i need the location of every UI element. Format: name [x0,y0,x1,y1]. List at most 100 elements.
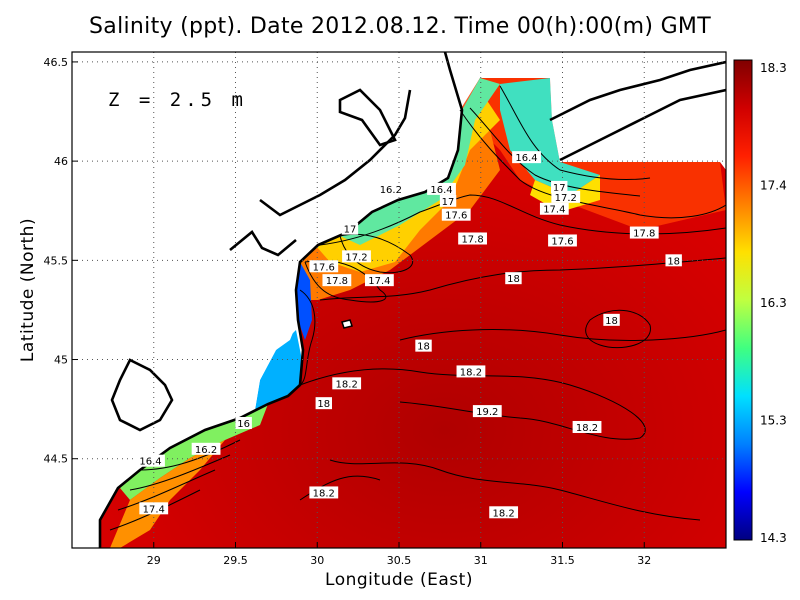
plume-north-fresh [500,78,600,195]
contour-label: 17.6 [445,211,467,222]
contour-label-bg [341,222,359,235]
x-tick-label: 29.5 [223,554,248,567]
contour-label: 17 [442,197,455,208]
x-tick-label: 30.5 [387,554,412,567]
contour-label: 18 [667,256,680,267]
contour-label: 18.2 [460,367,482,378]
contour-label-bg [235,417,252,430]
contour-label-bg [505,272,522,285]
contour-label: 18 [605,316,618,327]
colorbar: 18.3 17.4 16.3 15.3 14.3 [733,59,787,545]
contour-label: 17.4 [543,205,565,216]
contour-label-bg [551,190,581,203]
contour-label-bg [376,182,406,195]
contour-label: 17.8 [633,229,655,240]
contour-label-bg [364,274,394,287]
contour-label-bg [472,405,502,418]
depth-label: Z = 2.5 m [108,89,247,111]
colorbar-tick-label: 17.4 [760,179,787,193]
colorbar-tick-label: 18.3 [760,61,787,75]
contour-label-bg [512,151,541,164]
contour-label: 17.8 [326,276,348,287]
grid-lines [72,52,726,548]
contour-label: 16.4 [430,185,452,196]
map-title: Salinity (ppt). Date 2012.08.12. Time 00… [89,14,711,39]
contour-label: 17.2 [555,193,577,204]
coast-fresh-wedge [296,262,312,340]
contour-label-bg [548,234,577,247]
contour-label: 17 [344,225,357,236]
y-tick-label: 44.5 [44,453,69,466]
coast-south-plume-orange [110,440,225,548]
y-axis-label: Latitude (North) [18,217,38,363]
contour-label: 18.2 [576,423,598,434]
colorbar-tick-label: 16.3 [760,296,787,310]
coast-fresh-south [255,330,302,410]
contour-label: 16.4 [515,153,537,164]
contour-label-bg [629,226,659,239]
contour-label: 18.2 [313,488,335,499]
contour-label: 17.2 [345,252,367,263]
contour-label: 17.4 [143,504,165,515]
contour-label: 18.2 [493,508,515,519]
contour-label-bg [539,202,569,215]
contour-label: 17.8 [461,234,483,245]
contour-label-bg [427,182,456,195]
contour-label: 17.6 [551,236,573,247]
contour-label: 16.2 [380,185,402,196]
contour-label-bg [136,454,165,467]
contour-label-bg [489,506,519,519]
x-tick-label: 31 [474,554,488,567]
y-axis: 44.5 45 45.5 46 46.5 [44,56,78,466]
contour-label: 18 [417,342,430,353]
y-tick-label: 45 [54,354,68,367]
contour-label: 18.2 [336,379,358,390]
contour-label: 18 [507,274,520,285]
contour-label: 19.2 [476,407,498,418]
coastline [98,52,726,548]
y-tick-label: 45.5 [44,254,69,267]
contour-label-bg [415,339,432,352]
contour-label-bg [342,250,371,263]
y-tick-label: 46 [54,155,68,168]
contour-label-bg [551,180,568,193]
contour-label-bg [603,313,620,326]
x-tick-label: 32 [637,554,651,567]
x-tick-label: 29 [147,554,161,567]
contour-label: 16 [237,419,250,430]
contour-label-bg [572,420,602,433]
salinity-field [72,52,726,548]
contour-label: 17 [553,183,566,194]
y-tick-label: 46.5 [44,56,69,69]
contour-label-bg [322,274,352,287]
contour-label-bg [456,365,486,378]
contour-label: 16.2 [195,445,217,456]
colorbar-tick-label: 14.3 [760,531,787,545]
contour-label-bg [309,260,339,273]
contour-label: 17.4 [368,276,390,287]
contour-label-bg [439,194,457,207]
island [341,319,353,329]
land-mask-gap [462,52,550,78]
x-tick-label: 31.5 [550,554,575,567]
land-mask-north [550,52,726,162]
contour-label-bg [665,254,682,267]
contour-label-bg [315,397,332,410]
x-axis: 29 29.5 30 30.5 31 31.5 32 [147,542,651,567]
contour-label: 18 [317,399,330,410]
x-tick-label: 30 [310,554,324,567]
contour-label-bg [458,232,487,245]
contour-label-bg [309,486,339,499]
contour-label-bg [139,502,169,515]
land-mask [72,52,462,548]
colorbar-tick-label: 15.3 [760,414,787,428]
contour-label-bg [191,442,221,455]
colorbar-scale [733,59,753,541]
contour-label: 16.4 [139,457,161,468]
contour-label: 17.6 [313,262,335,273]
contour-label-bg [441,208,471,221]
contour-label-bg [332,377,362,390]
x-axis-label: Longitude (East) [325,570,473,590]
